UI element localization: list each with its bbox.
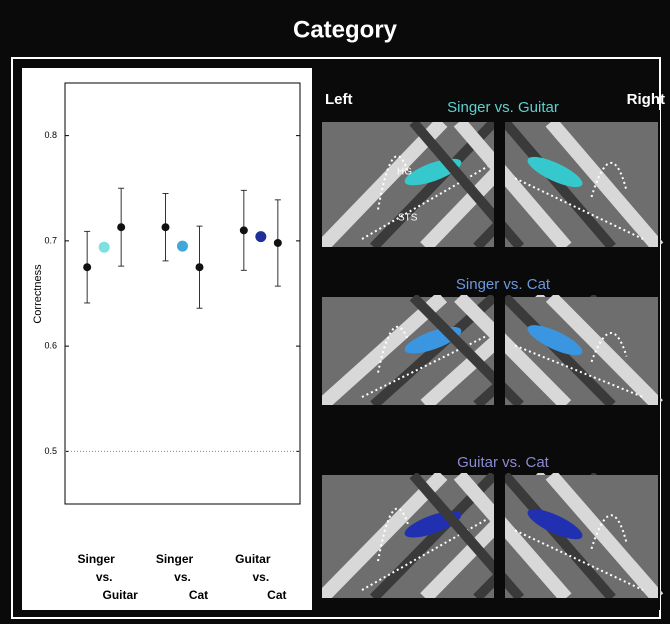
x-tick-label-line: vs. <box>174 570 191 584</box>
x-tick-label-line: vs. <box>96 570 113 584</box>
left-label: Left <box>325 91 353 108</box>
panel-title: Singer vs. Guitar <box>447 99 559 116</box>
x-tick-label-line: Singer <box>77 552 115 566</box>
point <box>274 239 282 247</box>
y-tick-label: 0.7 <box>44 235 57 245</box>
point <box>255 231 266 242</box>
x-tick-label-line: Cat <box>267 588 286 602</box>
point <box>162 223 170 231</box>
panel-title: Guitar vs. Cat <box>457 454 550 471</box>
y-tick-label: 0.8 <box>44 130 57 140</box>
point <box>196 263 204 271</box>
figure-title: Category <box>293 16 398 43</box>
hg-label: HG <box>397 167 412 178</box>
y-tick-label: 0.6 <box>44 341 57 351</box>
right-label: Right <box>627 91 665 108</box>
figure: Category Correctness Left Right 0.5 0.6 0.… <box>0 0 670 624</box>
panel-title: Singer vs. Cat <box>456 276 551 293</box>
separator <box>312 110 322 610</box>
separator <box>658 110 660 610</box>
separator <box>494 110 505 610</box>
separator <box>312 598 660 610</box>
point <box>240 226 248 234</box>
sts-label: STS <box>398 213 418 224</box>
point <box>177 241 188 252</box>
point <box>83 263 91 271</box>
x-tick-label-line: Singer <box>156 552 194 566</box>
x-tick-label-line: vs. <box>252 570 269 584</box>
point <box>117 223 125 231</box>
y-tick-label: 0.5 <box>44 446 57 456</box>
x-tick-label-line: Guitar <box>102 588 138 602</box>
point <box>99 242 110 253</box>
y-axis-label: Correctness <box>32 264 44 324</box>
x-tick-label-line: Cat <box>189 588 208 602</box>
x-tick-label-line: Guitar <box>235 552 271 566</box>
